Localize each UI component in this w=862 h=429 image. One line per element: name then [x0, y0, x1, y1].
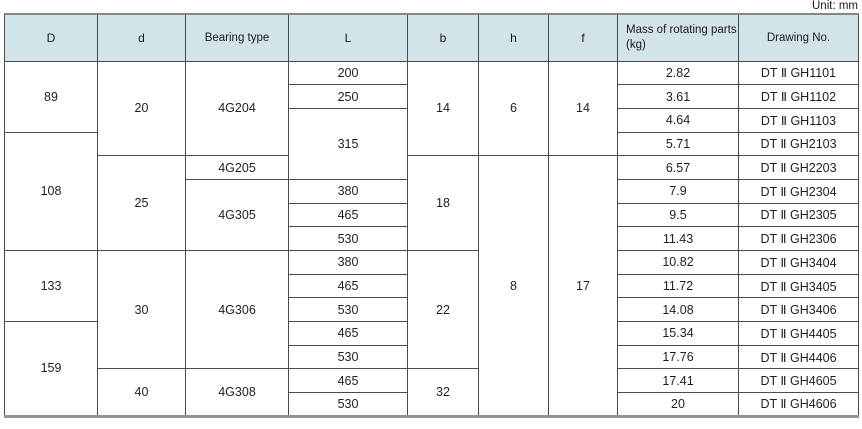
- unit-label: Unit: mm: [812, 0, 858, 12]
- cell-drawing-no: DT Ⅱ GH4606: [738, 392, 859, 417]
- column-header-b: b: [407, 13, 479, 62]
- cell-mass: 17.41: [617, 368, 739, 394]
- column-header-L: L: [288, 13, 408, 62]
- table-row: 89 20 4G204 200 14 6 14 2.82 DT Ⅱ GH1101: [4, 60, 859, 157]
- cell-mass: 11.72: [617, 273, 739, 299]
- cell-mass: 5.71: [617, 131, 739, 157]
- column-header-h: h: [478, 13, 549, 62]
- table-header: D d Bearing type L b h f Mass of rotatin…: [4, 13, 859, 62]
- cell-mass: 15.34: [617, 321, 739, 346]
- cell-mass: 7.9: [617, 178, 739, 204]
- cell-L: 380: [288, 250, 408, 275]
- cell-b: 22: [407, 249, 479, 370]
- cell-drawing-no: DT Ⅱ GH4405: [738, 321, 859, 346]
- cell-drawing-no: DT Ⅱ GH3404: [738, 250, 859, 275]
- cell-f: 14: [548, 60, 618, 157]
- cell-D: 159: [4, 321, 98, 417]
- table-row: 530 14.08 DT Ⅱ GH3406: [5, 297, 859, 323]
- cell-d: 20: [97, 60, 186, 157]
- cell-bearing-type: 4G204: [185, 60, 289, 157]
- column-header-bearing-type: Bearing type: [185, 13, 289, 62]
- cell-b: 18: [407, 155, 479, 251]
- cell-h: 8: [478, 155, 549, 417]
- cell-drawing-no: DT Ⅱ GH2305: [738, 202, 859, 228]
- cell-drawing-no: DT Ⅱ GH2306: [738, 226, 859, 251]
- cell-bearing-type: 4G306: [185, 249, 289, 370]
- cell-drawing-no: DT Ⅱ GH4406: [738, 344, 859, 370]
- table-row: 530 17.76 DT Ⅱ GH4406: [5, 344, 859, 370]
- cell-mass: 14.08: [617, 297, 739, 323]
- header-row: D d Bearing type L b h f Mass of rotatin…: [4, 13, 859, 62]
- cell-drawing-no: DT Ⅱ GH1101: [738, 60, 859, 86]
- cell-D: 133: [4, 249, 98, 323]
- cell-L: 465: [288, 273, 408, 299]
- column-header-mass: Mass of rotating parts (kg): [617, 13, 739, 62]
- table-row: 108 5.71 DT Ⅱ GH2103: [4, 131, 859, 252]
- cell-mass: 4.64: [617, 107, 739, 133]
- cell-L: 465: [288, 202, 408, 228]
- cell-L: 530: [288, 392, 408, 417]
- cell-L: 315: [288, 107, 408, 180]
- table-row: 530 20 DT Ⅱ GH4606: [5, 392, 859, 417]
- cell-D: 89: [4, 60, 98, 133]
- cell-L: 465: [288, 321, 408, 346]
- cell-mass: 6.57: [617, 155, 739, 180]
- cell-L: 250: [288, 84, 408, 109]
- cell-f: 17: [548, 155, 618, 417]
- cell-bearing-type: 4G308: [185, 368, 289, 417]
- column-header-d: d: [97, 13, 186, 62]
- table-body: 89 20 4G204 200 14 6 14 2.82 DT Ⅱ GH1101…: [4, 60, 859, 417]
- cell-d: 25: [97, 155, 186, 251]
- cell-mass: 2.82: [617, 60, 739, 86]
- table-row: 133 30 4G306 380 22 10.82 DT Ⅱ GH3404: [4, 249, 859, 370]
- column-header-drawing-no: Drawing No.: [738, 13, 859, 62]
- cell-L: 530: [288, 344, 408, 370]
- cell-d: 30: [97, 249, 186, 370]
- cell-L: 530: [288, 226, 408, 251]
- cell-b: 32: [407, 368, 479, 417]
- cell-b: 14: [407, 60, 479, 157]
- cell-L: 200: [288, 60, 408, 86]
- cell-L: 530: [288, 297, 408, 323]
- cell-mass: 17.76: [617, 344, 739, 370]
- table-row: 4G305 380 7.9 DT Ⅱ GH2304: [5, 178, 859, 252]
- cell-drawing-no: DT Ⅱ GH1102: [738, 84, 859, 109]
- cell-bearing-type: 4G305: [185, 178, 289, 252]
- cell-D: 108: [4, 131, 98, 252]
- cell-mass: 3.61: [617, 84, 739, 109]
- table-row: 530 11.43 DT Ⅱ GH2306: [5, 226, 859, 251]
- cell-drawing-no: DT Ⅱ GH2304: [738, 178, 859, 204]
- cell-L: 380: [288, 178, 408, 204]
- cell-mass: 9.5: [617, 202, 739, 228]
- cell-drawing-no: DT Ⅱ GH2103: [738, 131, 859, 157]
- table-row: 315 4.64 DT Ⅱ GH1103: [5, 107, 859, 180]
- cell-mass: 10.82: [617, 250, 739, 275]
- cell-d: 40: [97, 368, 186, 417]
- cell-drawing-no: DT Ⅱ GH2203: [738, 155, 859, 180]
- cell-mass: 11.43: [617, 226, 739, 251]
- table-row: 250 3.61 DT Ⅱ GH1102: [5, 84, 859, 109]
- bearing-spec-table: D d Bearing type L b h f Mass of rotatin…: [4, 13, 859, 418]
- table-row: 465 9.5 DT Ⅱ GH2305: [5, 202, 859, 228]
- table-row: 40 4G308 465 32 17.41 DT Ⅱ GH4605: [5, 368, 859, 417]
- column-header-D: D: [4, 13, 98, 62]
- cell-h: 6: [478, 60, 549, 157]
- cell-drawing-no: DT Ⅱ GH3405: [738, 273, 859, 299]
- column-header-f: f: [548, 13, 618, 62]
- table-row: 159 465 15.34 DT Ⅱ GH4405: [4, 321, 859, 417]
- cell-bearing-type: 4G205: [185, 155, 289, 180]
- cell-mass: 20: [617, 392, 739, 417]
- cell-drawing-no: DT Ⅱ GH3406: [738, 297, 859, 323]
- table-row: 25 4G205 18 8 17 6.57 DT Ⅱ GH2203: [5, 155, 859, 417]
- table-row: 465 11.72 DT Ⅱ GH3405: [5, 273, 859, 299]
- cell-drawing-no: DT Ⅱ GH4605: [738, 368, 859, 394]
- cell-L: 465: [288, 368, 408, 394]
- cell-drawing-no: DT Ⅱ GH1103: [738, 107, 859, 133]
